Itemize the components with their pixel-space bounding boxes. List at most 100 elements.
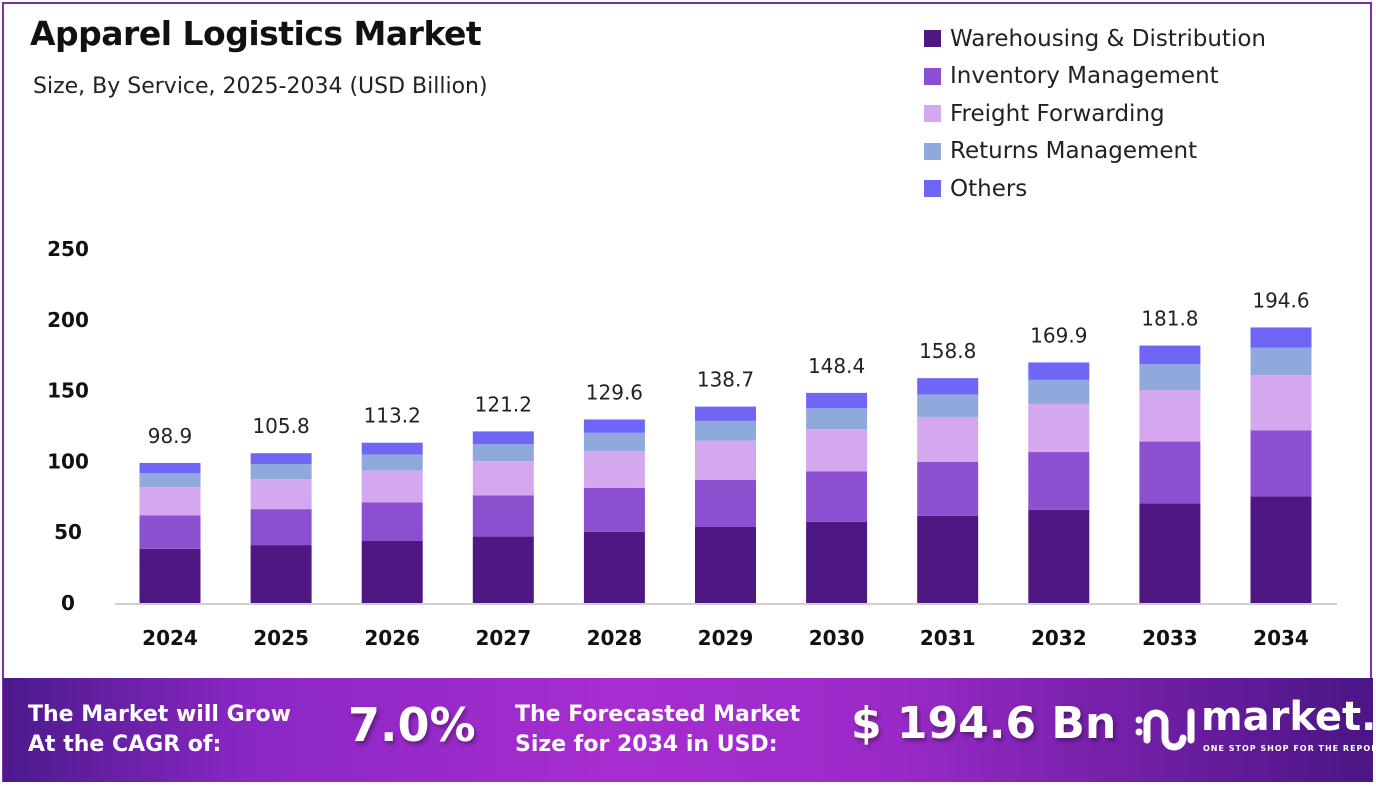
bar-segment — [695, 420, 756, 441]
cagr-label-line2: At the CAGR of: — [28, 732, 222, 757]
legend-swatch — [924, 142, 941, 160]
bar-segment — [917, 461, 979, 516]
bar-segment — [139, 515, 201, 549]
bar-segment — [583, 432, 645, 452]
legend-swatch — [924, 180, 941, 198]
bar-segment — [1139, 364, 1201, 391]
y-tick-label: 50 — [54, 520, 82, 544]
bar-segment — [472, 536, 534, 603]
bar-segment — [695, 440, 756, 480]
bar-segment — [583, 531, 645, 603]
bar-segment — [361, 502, 423, 541]
bar-segment — [806, 392, 868, 409]
bar-segment — [472, 495, 534, 537]
bar-segment — [1028, 403, 1090, 453]
total-label: 148.4 — [808, 354, 865, 378]
legend-swatch — [924, 30, 941, 48]
bar-segment — [1250, 347, 1312, 376]
bar-segment — [250, 545, 312, 603]
x-tick-label: 2030 — [809, 626, 865, 650]
bar-segment — [472, 431, 534, 444]
bar-segment — [250, 479, 312, 510]
logo-tagline: ONE STOP SHOP FOR THE REPORTS — [1203, 744, 1376, 753]
y-tick-label: 0 — [61, 591, 75, 615]
legend-item: Returns Management — [924, 133, 1266, 171]
bar-segment — [361, 454, 423, 471]
bar-segment — [1250, 496, 1312, 603]
x-tick-label: 2033 — [1142, 626, 1198, 650]
cagr-label-line1: The Market will Grow — [28, 702, 291, 727]
bar-segment — [917, 515, 979, 603]
cagr-value: 7.0% — [348, 698, 476, 752]
legend-label: Others — [950, 175, 1028, 202]
bar-segment — [139, 462, 201, 474]
bar-segment — [695, 479, 756, 527]
bar-segment — [139, 487, 201, 516]
bar-segment — [472, 443, 534, 462]
y-tick-label: 200 — [47, 308, 89, 332]
x-tick-label: 2025 — [253, 626, 309, 650]
stacked-bar-chart: 0 50 100 150 200 250 98.9 2024 105.8 2025 113.2 202… — [47, 237, 1337, 650]
total-label: 105.8 — [252, 414, 309, 438]
bar-segment — [361, 540, 423, 603]
bar-segment — [1028, 362, 1090, 380]
legend-label: Inventory Management — [950, 63, 1219, 90]
bar-segment — [806, 429, 868, 472]
forecast-label: The Forecasted Market Size for 2034 in US… — [515, 700, 800, 760]
bar-segment — [139, 548, 201, 603]
legend-item: Warehousing & Distribution — [924, 20, 1266, 58]
total-label: 98.9 — [148, 424, 193, 448]
x-tick-label: 2034 — [1253, 626, 1309, 650]
bar-segment — [917, 378, 979, 395]
bar-segment — [806, 521, 868, 603]
bar-segment — [1028, 509, 1090, 603]
bar-segment — [361, 442, 423, 455]
bar-segment — [250, 509, 312, 546]
total-label: 121.2 — [475, 392, 532, 416]
bar-segment — [695, 526, 756, 603]
total-label: 158.8 — [919, 339, 976, 363]
legend-swatch — [924, 105, 941, 123]
total-label: 169.9 — [1030, 323, 1087, 347]
bar-segment — [250, 464, 312, 480]
x-tick-label: 2024 — [142, 626, 198, 650]
logo-mark-icon — [1135, 708, 1195, 751]
chart-title: Apparel Logistics Market — [30, 14, 482, 53]
bar-segment — [1250, 375, 1312, 431]
bar-segment — [695, 406, 756, 421]
forecast-label-line2: Size for 2034 in USD: — [515, 732, 778, 757]
total-label: 194.6 — [1252, 288, 1309, 312]
chart-subtitle: Size, By Service, 2025-2034 (USD Billion… — [33, 74, 488, 99]
bar-segment — [583, 487, 645, 532]
y-tick-label: 150 — [47, 379, 89, 403]
bar-segment — [583, 451, 645, 488]
legend-swatch — [924, 67, 941, 85]
footer-banner: The Market will Grow At the CAGR of: 7.0%… — [3, 678, 1376, 782]
x-tick-label: 2031 — [920, 626, 976, 650]
bar-segment — [917, 394, 979, 417]
legend-label: Freight Forwarding — [950, 100, 1165, 127]
forecast-value: $ 194.6 Bn — [851, 698, 1117, 749]
bar-segment — [250, 453, 312, 465]
bar-segment — [1139, 390, 1201, 442]
bar-segment — [361, 470, 423, 503]
legend-label: Warehousing & Distribution — [950, 25, 1266, 52]
total-label: 181.8 — [1141, 307, 1198, 331]
bar-segment — [472, 461, 534, 496]
market-us-logo: market.us ONE STOP SHOP FOR THE REPORTS — [1133, 694, 1376, 762]
bar-segment — [139, 473, 201, 488]
bar-segment — [1250, 327, 1312, 348]
legend: Warehousing & Distribution Inventory Mana… — [924, 20, 1266, 208]
bar-segment — [1139, 441, 1201, 504]
bar-segment — [1028, 452, 1090, 510]
legend-item: Others — [924, 170, 1266, 208]
logo-name: market.us — [1201, 694, 1376, 740]
x-tick-label: 2026 — [364, 626, 420, 650]
cagr-label: The Market will Grow At the CAGR of: — [28, 700, 291, 760]
bar-segment — [1028, 379, 1090, 404]
total-label: 113.2 — [364, 404, 421, 428]
bar-segment — [806, 471, 868, 522]
total-label: 129.6 — [586, 380, 643, 404]
x-tick-label: 2028 — [587, 626, 643, 650]
